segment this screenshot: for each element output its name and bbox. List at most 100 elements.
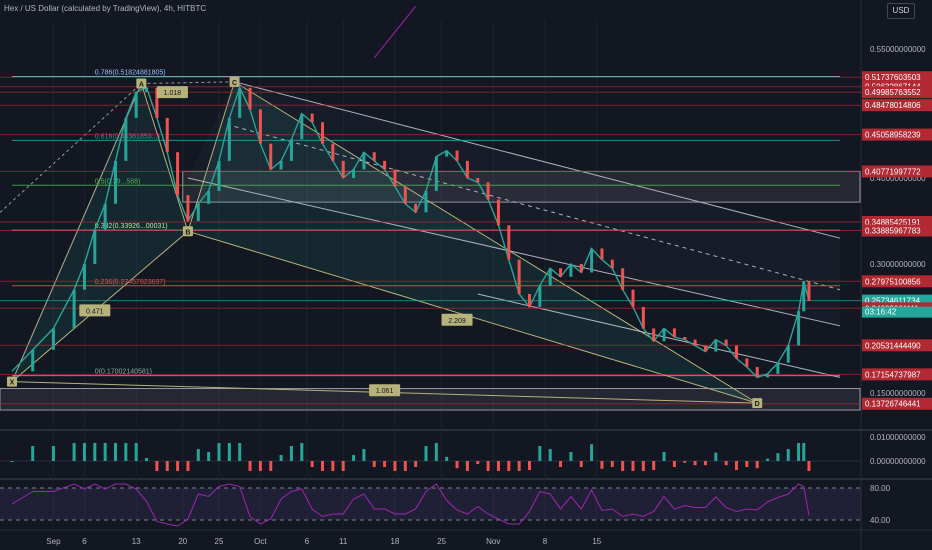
candle [424, 190, 428, 213]
macd-bar [165, 461, 169, 471]
ratio-label: 2.209 [448, 318, 466, 325]
candle [766, 373, 770, 378]
macd-bar [207, 452, 211, 461]
macd-bar [341, 461, 345, 471]
candle [217, 160, 221, 191]
macd-bar [352, 455, 356, 461]
rsi-axis-tick: 80.00 [870, 484, 891, 493]
macd-bar [610, 461, 614, 467]
candle [310, 113, 314, 123]
macd-bar [393, 461, 397, 471]
macd-bar [51, 446, 55, 461]
candle [393, 169, 397, 187]
macd-bar [652, 461, 656, 470]
macd-bar [72, 443, 76, 461]
pattern-point-label: D [755, 401, 760, 408]
candle [155, 87, 159, 118]
candle [289, 139, 293, 161]
channel-upper [234, 81, 841, 239]
macd-bar [145, 458, 149, 461]
macd-bar [321, 461, 324, 471]
candle [114, 160, 117, 204]
macd-bar [714, 452, 718, 461]
candle [82, 263, 86, 290]
ratio-label-box [441, 313, 473, 326]
price-level-tag-label: 0.33885967783 [865, 227, 921, 236]
candle [362, 152, 366, 170]
channel-mid [234, 126, 841, 291]
pattern-point-label: X [10, 380, 15, 387]
candle [341, 160, 345, 179]
candle [776, 362, 780, 374]
price-level-tag [862, 397, 932, 410]
range-box [182, 170, 861, 203]
candle [372, 152, 376, 161]
macd-bar [559, 461, 563, 467]
macd-bar [455, 461, 459, 469]
time-axis-tick: 20 [178, 537, 187, 546]
candle [124, 117, 128, 161]
macd-bar [600, 461, 604, 469]
fib-level-label: 0.382(0.33926...00031) [95, 223, 168, 230]
candle [631, 289, 635, 307]
macd-bar [445, 456, 449, 461]
candle [496, 199, 500, 226]
time-axis-tick: 25 [437, 537, 446, 546]
candle [641, 306, 645, 329]
price-level-tag [862, 368, 932, 381]
currency-button[interactable]: USD [887, 3, 915, 19]
candle [528, 294, 531, 307]
candle [269, 143, 273, 170]
candle [72, 289, 76, 329]
channel-lower [187, 177, 841, 327]
macd-bar [693, 461, 697, 466]
macd-bar [372, 461, 376, 467]
pattern-point-marker [182, 226, 193, 237]
macd-bar [802, 443, 806, 461]
price-axis-tick: 0.30000000000 [870, 260, 926, 269]
ratio-label: 1.061 [376, 388, 394, 395]
price-level-tag [862, 71, 932, 84]
macd-bar [672, 461, 676, 467]
price-axis-tick: 0.55000000000 [870, 45, 926, 54]
price-series-line [11, 85, 810, 379]
time-axis-tick: 13 [132, 537, 141, 546]
price-level-tag [862, 339, 932, 352]
macd-bar [196, 449, 200, 461]
macd-bar [662, 452, 666, 461]
candle [455, 150, 459, 161]
macd-axis-tick: 0.01000000000 [870, 433, 926, 442]
candle [414, 203, 418, 213]
ratio-label-box [369, 384, 401, 397]
ratio-label: 0.471 [86, 308, 104, 315]
pattern-point-marker [752, 398, 763, 409]
macd-bar [517, 461, 521, 471]
candle [714, 339, 718, 352]
rsi-band [0, 488, 861, 520]
candle [445, 150, 449, 157]
candle [51, 328, 55, 350]
candle [279, 160, 283, 170]
time-axis-tick: 8 [543, 537, 548, 546]
candle [600, 248, 604, 260]
macd-bar [227, 443, 231, 461]
candle [134, 92, 138, 118]
macd-bar [403, 461, 407, 471]
macd-bar [310, 461, 314, 467]
macd-bar [155, 461, 159, 471]
macd-bar [755, 461, 759, 469]
macd-bar [93, 443, 97, 461]
macd-bar [807, 461, 811, 471]
countdown-tag [862, 306, 932, 318]
candle [207, 190, 211, 204]
macd-bar [258, 461, 262, 471]
price-level-tag-label: 0.49985763552 [865, 88, 921, 97]
time-axis-tick: Sep [46, 537, 61, 546]
macd-bar [300, 443, 304, 461]
macd-bar [217, 443, 221, 461]
macd-bar [176, 461, 180, 471]
price-level-tag [862, 128, 932, 141]
time-axis-tick: Oct [254, 537, 267, 546]
